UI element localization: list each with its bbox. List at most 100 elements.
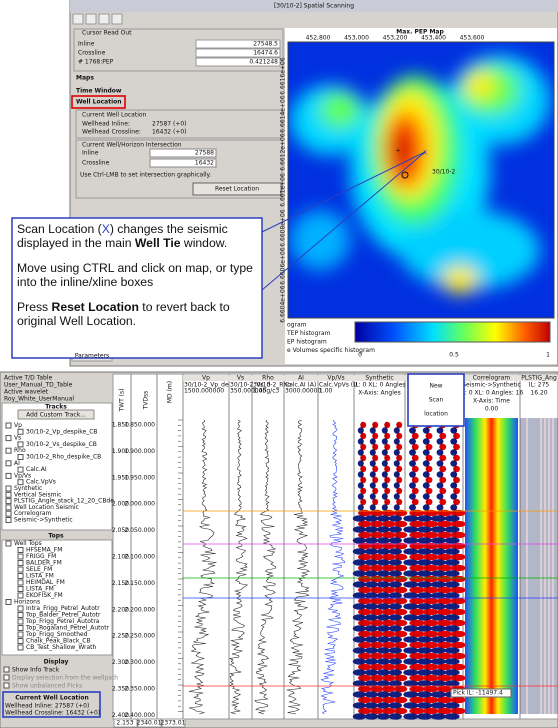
checkbox[interactable] <box>5 485 12 492</box>
checkbox[interactable] <box>5 491 12 498</box>
track-header <box>183 375 229 381</box>
add-track-button[interactable] <box>17 409 95 420</box>
wiggle-lobe <box>423 542 439 550</box>
checkbox[interactable] <box>17 592 24 599</box>
field <box>195 48 281 58</box>
checkbox[interactable] <box>17 579 24 586</box>
checkbox[interactable] <box>17 612 24 618</box>
track-name: Vp <box>202 375 210 382</box>
checkbox[interactable] <box>17 566 24 573</box>
wiggle-lobe <box>409 630 425 638</box>
checkbox[interactable] <box>3 666 10 673</box>
wiggle-lobe <box>444 570 460 577</box>
checkbox-label: Show unbalanced Picks <box>12 683 82 690</box>
tool-button[interactable] <box>72 13 84 25</box>
checkbox[interactable] <box>17 573 24 579</box>
wiggle-lobe <box>409 597 425 605</box>
tool-button[interactable] <box>111 13 123 25</box>
wiggle-lobe <box>450 438 458 445</box>
wiggle-lobe <box>403 559 419 566</box>
tree-item: AI <box>14 460 20 467</box>
panel-heading: Tracks <box>45 404 67 411</box>
wiggle-lobe <box>370 597 384 605</box>
checkbox[interactable] <box>3 682 10 689</box>
checkbox[interactable] <box>5 498 12 505</box>
checkbox[interactable] <box>5 510 12 517</box>
checkbox[interactable] <box>5 540 12 547</box>
checkbox[interactable] <box>17 454 24 460</box>
tool-button[interactable] <box>98 13 110 25</box>
wiggle-lobe <box>423 630 439 638</box>
checkbox[interactable] <box>17 605 24 612</box>
checkbox[interactable] <box>5 422 12 429</box>
checkbox[interactable] <box>17 479 24 486</box>
checkbox[interactable] <box>17 586 24 592</box>
checkbox[interactable] <box>17 631 24 638</box>
wiggle-lobe <box>394 520 408 528</box>
checkbox[interactable] <box>17 441 24 448</box>
checkbox[interactable] <box>5 447 12 454</box>
wiggle-lobe <box>436 504 444 511</box>
wiggle-lobe <box>409 471 416 478</box>
wiggle-lobe <box>422 482 430 489</box>
wiggle-lobe <box>436 542 452 550</box>
group-title: Current Well/Horizon Intersection <box>82 142 182 149</box>
checkbox[interactable] <box>5 504 12 511</box>
wiggle-lobe <box>417 526 433 533</box>
wiggle-lobe <box>394 542 408 550</box>
wiggle-lobe <box>444 702 460 709</box>
wiggle-lobe <box>439 432 447 440</box>
wiggle-lobe <box>396 487 403 495</box>
wiggle-lobe <box>352 669 366 676</box>
heatmap <box>288 42 554 318</box>
input[interactable] <box>149 158 217 168</box>
wiggle-lobe <box>370 542 384 550</box>
checkbox[interactable] <box>5 460 12 467</box>
checkbox[interactable] <box>17 625 24 631</box>
colorbar <box>354 321 551 343</box>
wiggle-lobe <box>358 553 372 561</box>
checkbox[interactable] <box>17 553 24 560</box>
field <box>195 57 281 67</box>
window-title: [30/10-2] Spatial Scanning <box>274 3 354 10</box>
field <box>195 39 281 49</box>
reset-button[interactable] <box>192 182 282 196</box>
wiggle-lobe <box>403 625 419 632</box>
section-header: Maps <box>76 75 94 82</box>
wiggle-lobe <box>430 647 446 654</box>
wiggle-lobe <box>430 570 446 577</box>
wiggle-lobe <box>357 438 364 445</box>
wiggle-lobe <box>444 526 460 533</box>
checkbox[interactable] <box>17 638 24 644</box>
wiggle-lobe <box>450 630 466 638</box>
callout-box <box>11 217 263 359</box>
checkbox[interactable] <box>17 466 24 473</box>
checkbox[interactable] <box>5 472 12 479</box>
checkbox[interactable] <box>17 547 24 553</box>
checkbox[interactable] <box>17 428 24 435</box>
tree-item: LISTA_FM <box>26 586 54 593</box>
group-title: Current Well Location <box>15 695 88 702</box>
wiggle-lobe <box>357 449 364 456</box>
checkbox[interactable] <box>5 517 12 523</box>
wiggle-lobe <box>358 630 372 638</box>
wiggle-lobe <box>417 537 433 544</box>
wiggle-lobe <box>384 443 391 451</box>
wiggle-lobe <box>382 564 396 572</box>
input[interactable] <box>149 148 217 158</box>
checkbox[interactable] <box>5 599 12 605</box>
wiggle-lobe <box>364 658 378 665</box>
checkbox[interactable] <box>17 560 24 566</box>
checkbox[interactable] <box>5 435 12 442</box>
wiggle-lobe <box>358 619 372 627</box>
checkbox[interactable] <box>17 618 24 625</box>
checkbox[interactable] <box>17 644 24 651</box>
checkbox[interactable] <box>3 674 10 681</box>
wiggle-lobe <box>360 443 367 451</box>
callout-text: New <box>429 383 442 390</box>
wiggle-lobe <box>364 680 378 687</box>
wiggle-lobe <box>364 570 378 577</box>
wiggle-lobe <box>430 669 446 676</box>
tool-button[interactable] <box>85 13 97 25</box>
wiggle-lobe <box>388 625 402 632</box>
